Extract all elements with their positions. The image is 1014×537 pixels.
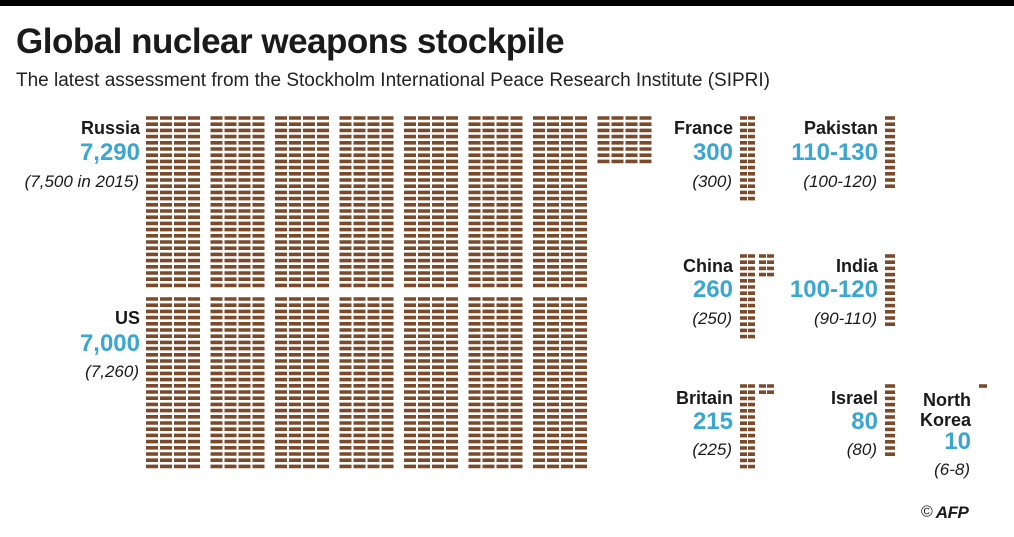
chart-subtitle: The latest assessment from the Stockholm… xyxy=(16,70,771,91)
country-value-china: 260 xyxy=(692,276,733,303)
country-previous-india: (90-110) xyxy=(814,309,877,328)
warhead-block-india xyxy=(885,254,895,327)
country-name-north-korea-line2: Korea xyxy=(919,410,971,430)
country-name-china: China xyxy=(682,256,733,276)
country-name-russia: Russia xyxy=(80,118,140,138)
copyright-symbol: © xyxy=(921,503,933,521)
country-name-north-korea-line1: North xyxy=(923,390,971,410)
country-name-north-korea: North Korea xyxy=(920,390,971,430)
country-name-us: US xyxy=(114,308,140,328)
country-name-israel: Israel xyxy=(830,388,878,408)
warhead-block-us xyxy=(146,297,589,469)
warhead-block-russia xyxy=(146,116,654,288)
country-value-britain: 215 xyxy=(692,408,733,435)
warhead-block-china xyxy=(740,254,774,339)
top-rule xyxy=(0,0,1014,6)
country-name-france: France xyxy=(673,118,733,138)
country-name-india: India xyxy=(835,256,878,276)
country-value-israel: 80 xyxy=(851,408,878,435)
warhead-block-israel xyxy=(885,384,895,457)
country-previous-russia: (7,500 in 2015) xyxy=(24,172,139,191)
country-value-pakistan: 110-130 xyxy=(791,139,878,166)
country-value-us: 7,000 xyxy=(79,330,140,357)
warhead-block-britain xyxy=(740,384,774,469)
country-name-pakistan: Pakistan xyxy=(803,118,878,138)
country-value-north-korea: 10 xyxy=(944,428,971,455)
country-previous-israel: (80) xyxy=(846,440,877,459)
warhead-block-france xyxy=(740,116,755,201)
country-previous-north-korea: (6-8) xyxy=(934,460,970,479)
country-previous-china: (250) xyxy=(692,309,732,328)
country-value-france: 300 xyxy=(692,139,733,166)
country-name-britain: Britain xyxy=(675,388,733,408)
country-previous-us: (7,260) xyxy=(85,362,139,381)
country-value-russia: 7,290 xyxy=(79,139,140,166)
country-value-india: 100-120 xyxy=(789,276,878,303)
country-previous-pakistan: (100-120) xyxy=(803,172,877,191)
credit: © AFP xyxy=(921,502,969,523)
country-previous-britain: (225) xyxy=(692,440,732,459)
warhead-block-pakistan xyxy=(885,116,895,188)
chart-title: Global nuclear weapons stockpile xyxy=(16,22,565,61)
country-previous-france: (300) xyxy=(692,172,732,191)
afp-logo: AFP xyxy=(935,502,969,522)
